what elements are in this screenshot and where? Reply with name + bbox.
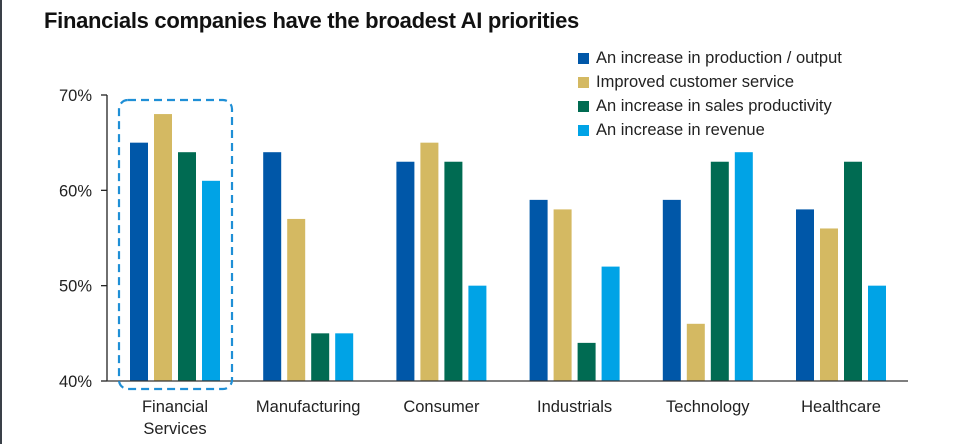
legend-item-revenue: An increase in revenue xyxy=(578,118,842,142)
legend-swatch-icon xyxy=(578,100,589,112)
bar xyxy=(202,180,220,381)
chart-title: Financials companies have the broadest A… xyxy=(44,8,579,33)
y-tick-label: 60% xyxy=(59,182,92,200)
bar xyxy=(710,161,729,381)
legend-item-sales-productivity: An increase in sales productivity xyxy=(578,94,842,118)
x-category-label: Technology xyxy=(666,398,750,416)
bar xyxy=(868,285,886,381)
legend-label: An increase in revenue xyxy=(596,120,765,139)
bar xyxy=(287,218,306,381)
bar xyxy=(734,152,753,381)
bar xyxy=(396,161,415,381)
chart-legend: An increase in production / output Impro… xyxy=(578,46,842,142)
legend-item-customer-service: Improved customer service xyxy=(578,70,842,94)
legend-swatch-icon xyxy=(578,76,589,88)
x-category-label: Consumer xyxy=(403,398,480,416)
bar xyxy=(796,209,814,381)
bar xyxy=(601,266,620,381)
x-category-label: Financial xyxy=(142,398,208,416)
x-category-label: Manufacturing xyxy=(256,398,361,416)
y-tick-label: 40% xyxy=(59,373,92,391)
bar xyxy=(844,161,862,381)
y-tick-label: 70% xyxy=(59,87,92,105)
legend-item-production: An increase in production / output xyxy=(578,46,842,70)
legend-label: An increase in production / output xyxy=(596,48,842,67)
bar xyxy=(444,161,463,381)
legend-label: An increase in sales productivity xyxy=(596,96,832,115)
bar xyxy=(420,142,439,381)
highlight-dashed-box xyxy=(117,98,234,391)
y-tick-label: 50% xyxy=(59,278,92,296)
window-left-edge xyxy=(0,0,2,444)
bar xyxy=(553,209,572,381)
legend-swatch-icon xyxy=(578,52,589,64)
x-category-label: Healthcare xyxy=(801,398,881,416)
bar xyxy=(335,333,354,381)
bar xyxy=(577,342,596,381)
bar xyxy=(529,199,548,381)
bar xyxy=(662,199,681,381)
legend-label: Improved customer service xyxy=(596,72,795,91)
bar xyxy=(468,285,487,381)
x-axis: Financial Services Manufacturing Consumer In… xyxy=(107,380,908,438)
bar xyxy=(263,152,282,381)
bar xyxy=(154,114,172,382)
bar xyxy=(311,333,330,381)
x-category-label: Services xyxy=(143,420,206,438)
x-category-label: Industrials xyxy=(537,398,612,416)
bar xyxy=(178,152,196,381)
bar xyxy=(820,228,838,381)
annotations xyxy=(117,98,234,391)
legend-swatch-icon xyxy=(578,124,589,136)
bar xyxy=(130,142,148,381)
bars xyxy=(130,114,886,382)
bar xyxy=(686,323,705,381)
y-axis: 40% 50% 60% 70% xyxy=(59,87,108,391)
